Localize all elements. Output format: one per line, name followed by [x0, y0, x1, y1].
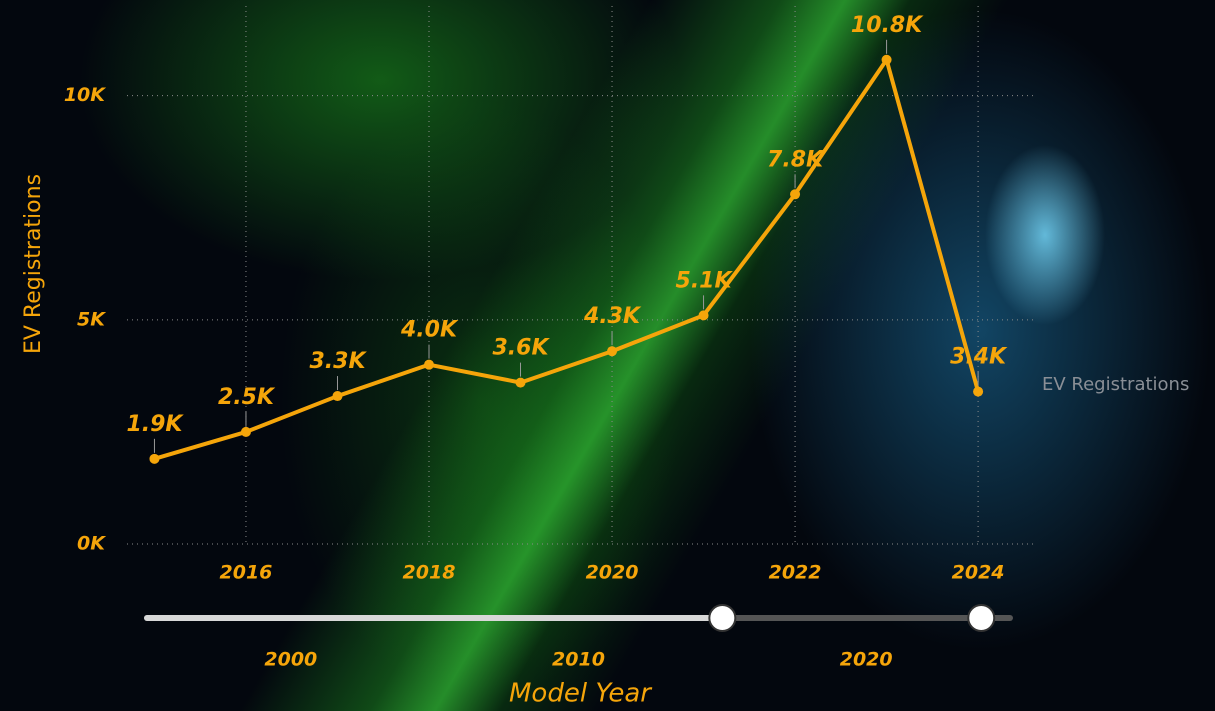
point — [698, 310, 709, 321]
data-label: 3.4K — [950, 345, 1008, 370]
x-tick-label: 2024 — [952, 562, 1005, 584]
y-tick-label: 5K — [77, 308, 106, 330]
point — [790, 189, 801, 200]
legend-label: EV Registrations — [1042, 374, 1189, 395]
point — [973, 386, 984, 397]
data-label: 3.6K — [492, 336, 550, 361]
point — [240, 426, 251, 437]
point — [607, 346, 618, 357]
data-label: 5.1K — [676, 268, 734, 293]
data-label: 7.8K — [767, 147, 825, 172]
data-label: 2.5K — [218, 385, 276, 410]
point — [149, 453, 160, 464]
x-axis-title: Model Year — [509, 679, 653, 709]
slider-tick-label: 2000 — [264, 649, 317, 671]
point — [424, 359, 434, 370]
data-label: 1.9K — [126, 412, 184, 437]
y-tick-label: 0K — [77, 533, 106, 555]
x-tick-label: 2016 — [220, 562, 273, 584]
data-label: 10.8K — [851, 13, 924, 38]
point — [332, 391, 343, 402]
x-tick-label: 2020 — [586, 562, 639, 584]
line — [153, 57, 981, 461]
point — [515, 377, 526, 388]
x-tick-label: 2018 — [403, 562, 456, 584]
y-tick-label: 10K — [64, 84, 106, 106]
x-tick-label: 2022 — [769, 562, 822, 584]
point — [881, 54, 892, 65]
slider-handle[interactable] — [967, 604, 996, 632]
data-label: 4.0K — [400, 318, 459, 343]
slider-tick-label: 2010 — [552, 649, 605, 671]
data-label: 3.3K — [309, 349, 367, 374]
y-axis-title: EV Registrations — [21, 174, 46, 354]
slider-tick-label: 2020 — [840, 649, 893, 671]
data-label: 4.3K — [583, 304, 642, 329]
slider-handle[interactable] — [708, 604, 737, 632]
